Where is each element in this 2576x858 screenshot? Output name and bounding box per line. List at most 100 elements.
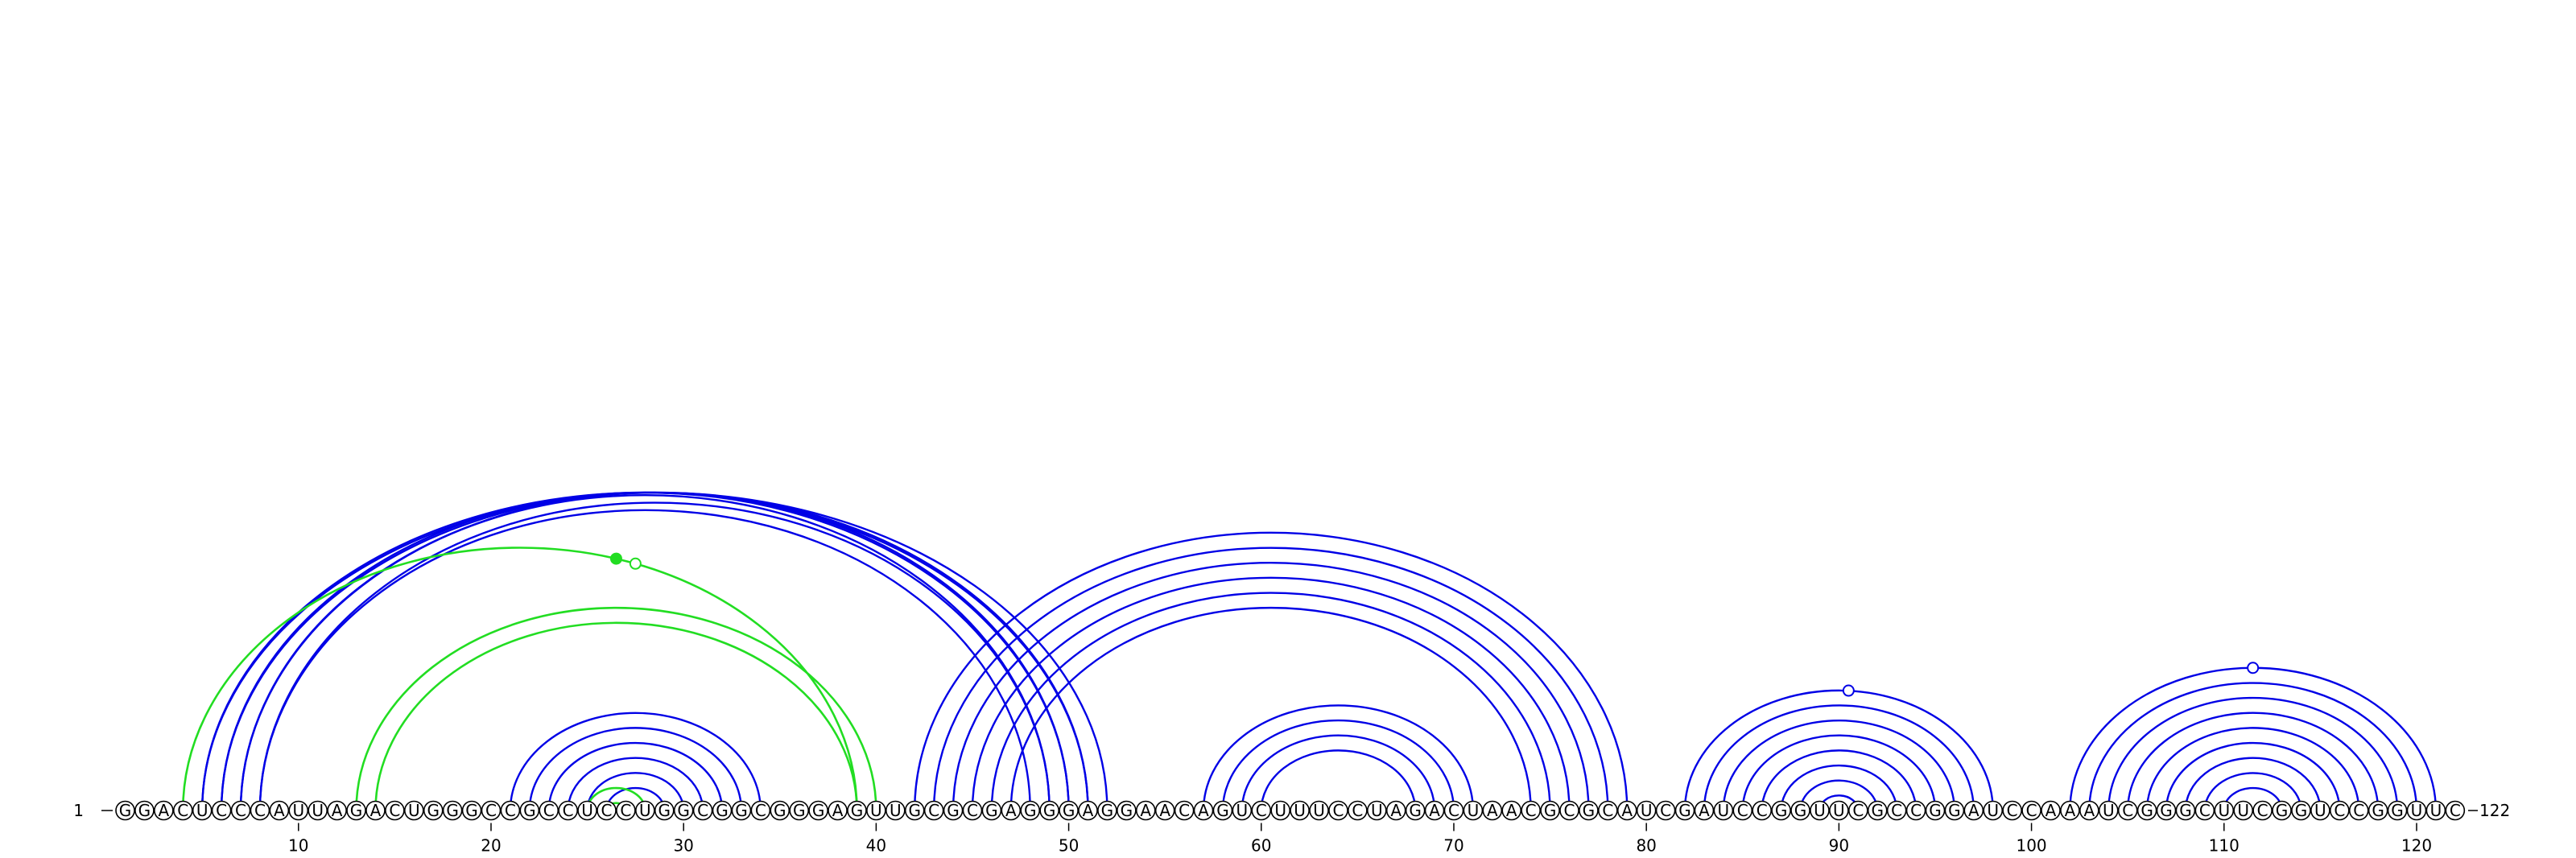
nucleotide-circle-1: [115, 800, 135, 821]
nucleotide-91: C: [1852, 801, 1864, 820]
primary-arc-6-51: [220, 491, 1089, 811]
nucleotide-circle-105: [2117, 800, 2138, 821]
nucleotide-circle-5: [192, 800, 213, 821]
nucleotide-39: G: [851, 801, 864, 820]
primary-arc-102-121: [2069, 666, 2438, 811]
primary-arc-58-70: [1221, 719, 1455, 811]
nucleotide-97: A: [1968, 801, 1979, 820]
nucleotide-circle-72: [1482, 800, 1503, 821]
nucleotide-circle-15: [385, 800, 405, 821]
primary-arc-87-93: [1780, 764, 1898, 811]
nucleotide-68: G: [1409, 801, 1422, 820]
nucleotide-8: C: [254, 801, 266, 820]
nucleotide-circle-111: [2233, 800, 2253, 821]
nucleotide-28: U: [639, 801, 651, 820]
nucleotide-circle-56: [1174, 800, 1195, 821]
nucleotide-120: U: [2411, 801, 2423, 820]
tick-label-120: 120: [2401, 836, 2432, 856]
primary-arc-84-96: [1722, 719, 1956, 811]
nucleotide-98: U: [1987, 801, 1999, 820]
nucleotide-24: C: [563, 801, 574, 820]
nucleotide-65: C: [1352, 801, 1363, 820]
nucleotide-44: G: [947, 801, 960, 820]
nucleotide-circle-97: [1963, 800, 1984, 821]
nucleotide-circle-54: [1135, 800, 1156, 821]
nucleotide-4: C: [177, 801, 188, 820]
nucleotide-circle-67: [1385, 800, 1406, 821]
nucleotide-57: A: [1198, 801, 1209, 820]
nucleotide-circle-9: [269, 800, 290, 821]
alternate-arc-13-40: [355, 606, 877, 811]
primary-arc-57-71: [1202, 704, 1475, 811]
nucleotide-circle-100: [2021, 800, 2041, 821]
nucleotide-48: G: [1024, 801, 1037, 820]
nucleotide-12: A: [332, 801, 343, 820]
nucleotide-circle-66: [1367, 800, 1387, 821]
nucleotide-circle-6: [211, 800, 232, 821]
nucleotide-25: U: [581, 801, 593, 820]
nucleotide-circle-89: [1810, 800, 1830, 821]
nucleotide-circle-31: [692, 800, 713, 821]
nucleotide-circle-25: [577, 800, 597, 821]
primary-arc-7-49: [239, 494, 1051, 811]
primary-arc-layer: [200, 491, 2438, 811]
nucleotide-circle-78: [1598, 800, 1618, 821]
nucleotide-circle-87: [1771, 800, 1791, 821]
nucleotide-80: U: [1641, 801, 1653, 820]
nucleotide-69: A: [1429, 801, 1440, 820]
alternate-arc-layer: [181, 547, 877, 811]
nucleotide-circle-48: [1020, 800, 1041, 821]
nucleotide-11: U: [312, 801, 324, 820]
nucleotide-circle-57: [1193, 800, 1214, 821]
nucleotide-circle-2: [134, 800, 155, 821]
nucleotide-circle-116: [2330, 800, 2350, 821]
nucleotide-circle-26: [597, 800, 617, 821]
primary-arc-6-50: [220, 491, 1070, 811]
nucleotide-17: G: [427, 801, 440, 820]
nucleotide-43: C: [928, 801, 939, 820]
primary-arc-47-74: [1009, 606, 1532, 811]
nucleotide-35: G: [774, 801, 786, 820]
primary-arc-105-118: [2126, 712, 2380, 811]
nucleotide-33: G: [735, 801, 748, 820]
nucleotide-3: A: [158, 801, 169, 820]
primary-arc-59-69: [1241, 734, 1436, 811]
tick-label-10: 10: [288, 836, 308, 856]
nucleotide-119: G: [2391, 801, 2404, 820]
nucleotide-45: C: [967, 801, 978, 820]
nucleotide-circle-77: [1579, 800, 1599, 821]
nucleotide-103: A: [2083, 801, 2095, 820]
tick-label-50: 50: [1059, 836, 1079, 856]
nucleotide-circle-79: [1616, 800, 1637, 821]
nucleotide-circle-40: [866, 800, 886, 821]
nucleotide-circle-34: [750, 800, 771, 821]
nucleotide-66: U: [1371, 801, 1383, 820]
nucleotide-circle-36: [789, 800, 810, 821]
arc-marker-layer: [609, 552, 2260, 697]
nucleotide-circle-21: [500, 800, 521, 821]
nucleotide-circle-106: [2136, 800, 2157, 821]
nucleotide-circle-50: [1059, 800, 1079, 821]
nucleotide-circle-49: [1039, 800, 1059, 821]
nucleotide-circle-115: [2310, 800, 2330, 821]
nucleotide-circle-93: [1886, 800, 1907, 821]
nucleotide-100: C: [2026, 801, 2037, 820]
nucleotide-circle-84: [1713, 800, 1734, 821]
nucleotide-circle-18: [442, 800, 463, 821]
primary-arc-25-30: [586, 772, 685, 811]
nucleotide-87: G: [1775, 801, 1788, 820]
tick-label-20: 20: [481, 836, 501, 856]
nucleotide-52: G: [1101, 801, 1114, 820]
nucleotide-51: A: [1083, 801, 1094, 820]
nucleotide-circle-61: [1270, 800, 1290, 821]
nucleotide-114: G: [2295, 801, 2308, 820]
nucleotide-circle-99: [2002, 800, 2022, 821]
sequence-start-label: 1: [73, 801, 84, 820]
nucleotide-56: C: [1179, 801, 1190, 820]
nucleotide-40: U: [870, 801, 882, 820]
nucleotide-circle-85: [1732, 800, 1753, 821]
nucleotide-circle-86: [1752, 800, 1772, 821]
nucleotide-circle-122: [2445, 800, 2466, 821]
nucleotide-circle-44: [943, 800, 964, 821]
